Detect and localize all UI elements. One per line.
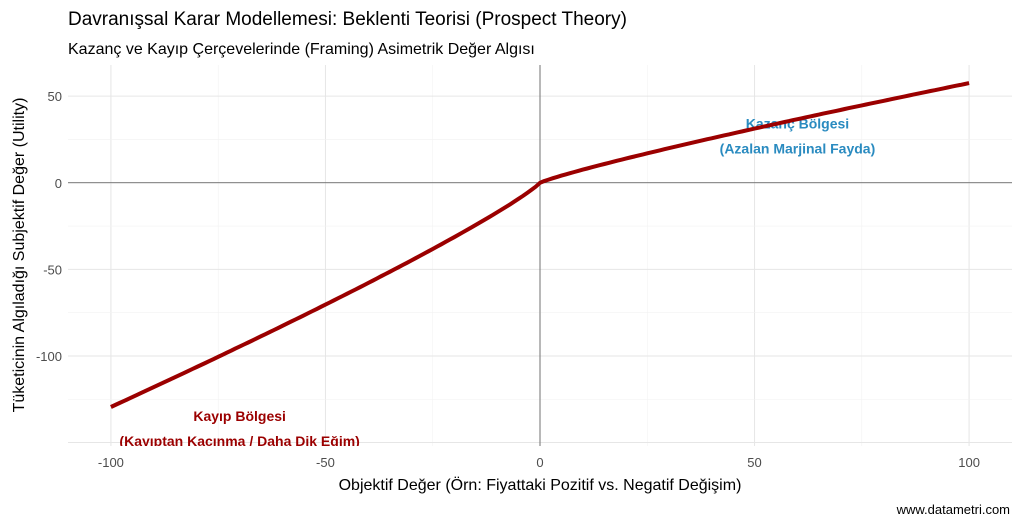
- x-tick-label: 0: [536, 455, 543, 470]
- annotation-text: (Kayıptan Kaçınma / Daha Dik Eğim): [119, 433, 359, 449]
- x-tick-label: 100: [958, 455, 980, 470]
- chart-title: Davranışsal Karar Modellemesi: Beklenti …: [68, 9, 627, 30]
- y-axis-label: Tüketicinin Algıladığı Subjektif Değer (…: [11, 98, 28, 413]
- y-tick-label: -50: [43, 262, 62, 277]
- chart-subtitle: Kazanç ve Kayıp Çerçevelerinde (Framing)…: [68, 41, 535, 58]
- x-tick-label: 50: [747, 455, 761, 470]
- value-function-line: [110, 81, 970, 409]
- x-tick-label: -100: [98, 455, 124, 470]
- annotation-text: Kazanç Bölgesi: [746, 115, 849, 131]
- y-tick-label: 50: [48, 89, 62, 104]
- tick-labels: -100 -50 0 50 100 -100 -50 0 50: [36, 89, 980, 470]
- annotation-text: (Azalan Marjinal Fayda): [720, 140, 876, 156]
- x-axis-label: Objektif Değer (Örn: Fiyattaki Pozitif v…: [339, 476, 742, 494]
- y-tick-label: 0: [55, 176, 62, 191]
- caption: www.datametri.com: [896, 502, 1010, 517]
- x-tick-label: -50: [316, 455, 335, 470]
- reference-lines: [68, 65, 1012, 446]
- annotations: Kazanç Bölgesi (Azalan Marjinal Fayda) Kay…: [119, 115, 876, 449]
- annotation-text: Kayıp Bölgesi: [193, 408, 286, 424]
- y-tick-label: -100: [36, 349, 62, 364]
